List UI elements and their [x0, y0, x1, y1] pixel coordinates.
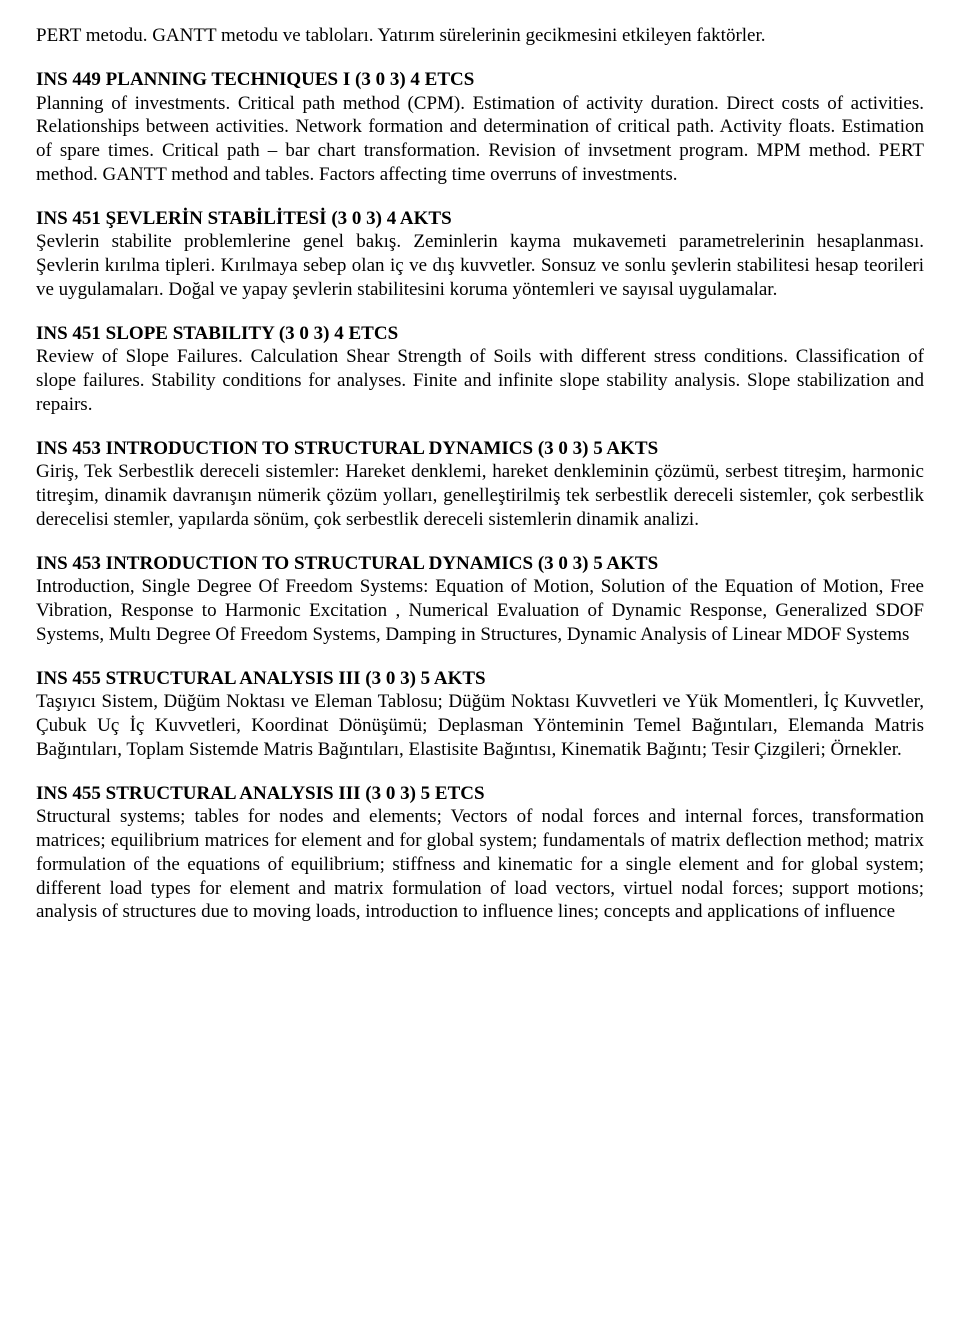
intro-paragraph: PERT metodu. GANTT metodu ve tabloları. …	[36, 24, 924, 48]
course-ins455-en-body: Structural systems; tables for nodes and…	[36, 806, 924, 922]
course-ins453-en-title: INS 453 INTRODUCTION TO STRUCTURAL DYNAM…	[36, 553, 658, 574]
course-ins455-tr: INS 455 STRUCTURAL ANALYSIS III (3 0 3) …	[36, 667, 924, 762]
course-ins455-tr-title: INS 455 STRUCTURAL ANALYSIS III (3 0 3) …	[36, 668, 486, 689]
course-ins451-tr-body: Şevlerin stabilite problemlerine genel b…	[36, 231, 924, 300]
course-ins451-en-title: INS 451 SLOPE STABILITY (3 0 3) 4 ETCS	[36, 323, 398, 344]
course-ins449: INS 449 PLANNING TECHNIQUES I (3 0 3) 4 …	[36, 68, 924, 187]
course-ins453-tr-title: INS 453 INTRODUCTION TO STRUCTURAL DYNAM…	[36, 438, 658, 459]
course-ins455-en: INS 455 STRUCTURAL ANALYSIS III (3 0 3) …	[36, 782, 924, 925]
course-ins451-tr: INS 451 ŞEVLERİN STABİLİTESİ (3 0 3) 4 A…	[36, 207, 924, 302]
course-ins451-en: INS 451 SLOPE STABILITY (3 0 3) 4 ETCS R…	[36, 322, 924, 417]
course-ins451-tr-title: INS 451 ŞEVLERİN STABİLİTESİ (3 0 3) 4 A…	[36, 208, 452, 229]
course-ins449-title: INS 449 PLANNING TECHNIQUES I (3 0 3) 4 …	[36, 69, 474, 90]
course-ins453-tr: INS 453 INTRODUCTION TO STRUCTURAL DYNAM…	[36, 437, 924, 532]
course-ins455-en-title: INS 455 STRUCTURAL ANALYSIS III (3 0 3) …	[36, 783, 485, 804]
course-ins455-tr-body: Taşıyıcı Sistem, Düğüm Noktası ve Eleman…	[36, 691, 924, 760]
course-ins453-en: INS 453 INTRODUCTION TO STRUCTURAL DYNAM…	[36, 552, 924, 647]
course-ins453-en-body: Introduction, Single Degree Of Freedom S…	[36, 576, 924, 645]
course-ins453-tr-body: Giriş, Tek Serbestlik dereceli sistemler…	[36, 461, 924, 530]
course-ins451-en-body: Review of Slope Failures. Calculation Sh…	[36, 346, 924, 415]
course-ins449-body: Planning of investments. Critical path m…	[36, 93, 924, 185]
